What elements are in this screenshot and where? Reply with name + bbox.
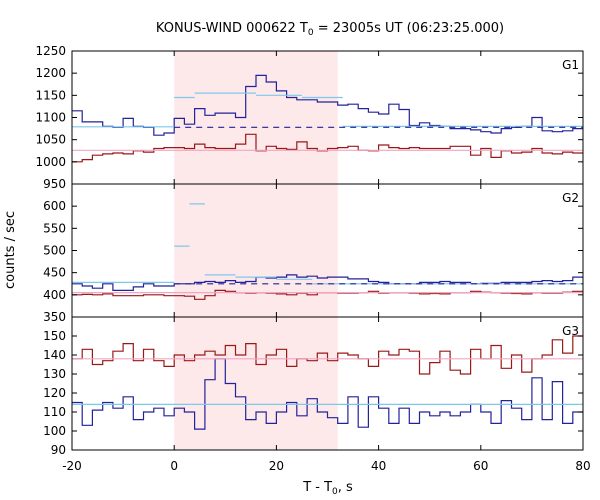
- y-tick-label: 1100: [35, 111, 66, 125]
- series-blue: [72, 74, 583, 136]
- y-tick-label: 450: [43, 266, 66, 280]
- y-tick-label: 150: [43, 329, 66, 343]
- line-light_blue-solid: [72, 203, 583, 285]
- y-tick-label: 1200: [35, 66, 66, 80]
- y-tick-label: 500: [43, 244, 66, 258]
- x-tick-label: -20: [62, 459, 82, 473]
- y-tick-label: 1150: [35, 88, 66, 102]
- line-light_blue-solid: [72, 92, 583, 128]
- plot-area: 950100010501100115012001250G135040045050…: [35, 44, 590, 473]
- series-blue: [72, 358, 583, 430]
- y-tick-label: 90: [51, 443, 66, 457]
- panel-g3: 90 100 110 120 130 140 150 G3: [43, 316, 584, 457]
- x-tick-label: 80: [575, 459, 590, 473]
- y-tick-label: 120: [43, 386, 66, 400]
- y-tick-label: 350: [43, 310, 66, 324]
- panel-label: G2: [562, 191, 579, 205]
- panel-g2: 350 400 450 500 550 600 G2: [43, 183, 584, 324]
- x-axis-label: T - T0, s: [302, 480, 353, 497]
- y-tick-label: 400: [43, 288, 66, 302]
- y-tick-label: 600: [43, 199, 66, 213]
- panel-label: G3: [562, 324, 579, 338]
- chart-title: KONUS-WIND 000622 T0 = 23005s UT (06:23:…: [156, 21, 504, 38]
- panel-frame: [71, 316, 584, 451]
- y-tick-label: 1000: [35, 155, 66, 169]
- y-tick-label: 550: [43, 221, 66, 235]
- x-tick-label: 60: [473, 459, 488, 473]
- panel-label: G1: [562, 58, 579, 72]
- y-tick-label: 110: [43, 405, 66, 419]
- y-tick-label: 1050: [35, 133, 66, 147]
- y-axis-label: counts / sec: [3, 211, 18, 289]
- y-tick-label: 130: [43, 367, 66, 381]
- y-tick-label: 100: [43, 424, 66, 438]
- burst-interval-highlight: [174, 51, 338, 450]
- x-tick-label: 20: [269, 459, 284, 473]
- panel-g1: 950 1000 1050 1100 1150 1200 1250 G1: [35, 44, 584, 191]
- y-tick-label: 1250: [35, 44, 66, 58]
- x-tick-label: 0: [170, 459, 178, 473]
- y-tick-label: 950: [43, 177, 66, 191]
- y-tick-label: 140: [43, 348, 66, 362]
- x-tick-label: 40: [371, 459, 386, 473]
- series-red: [72, 335, 583, 375]
